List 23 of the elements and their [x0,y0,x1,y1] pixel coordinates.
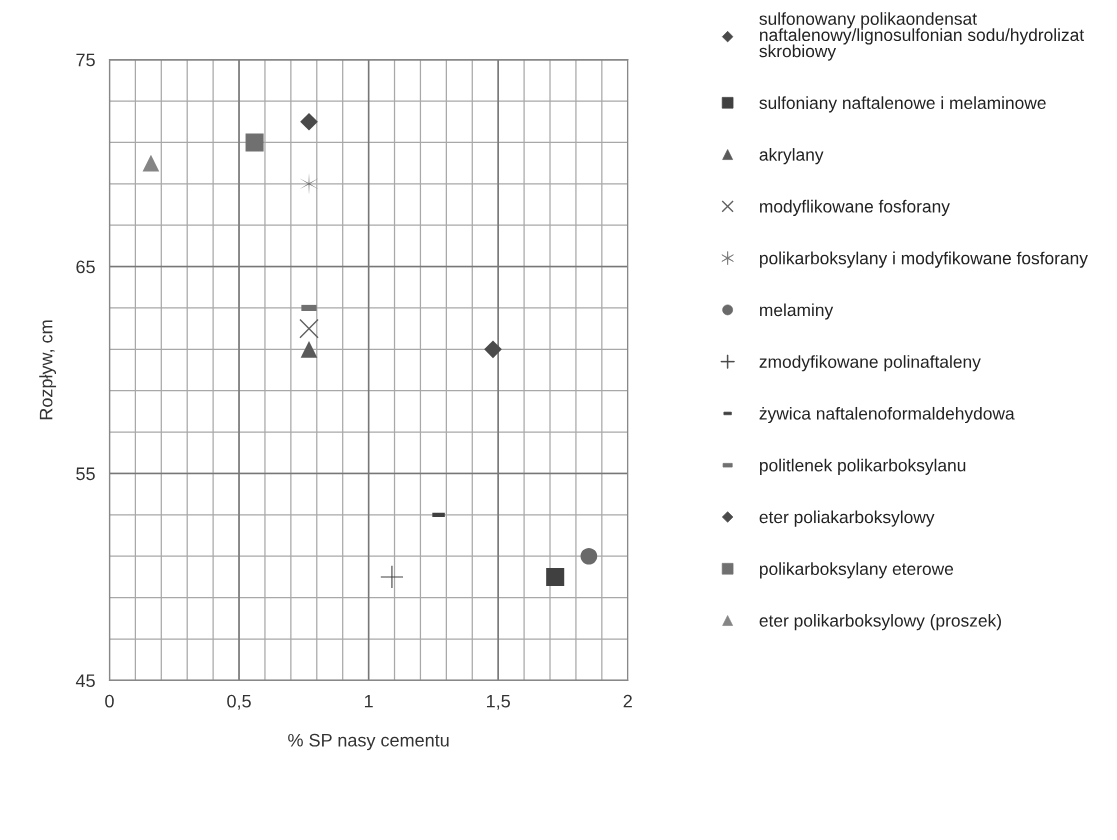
x-tick-label: 0,5 [227,694,251,710]
legend-label: żywica naftalenoformaldehydowa [759,406,1015,424]
y-tick-label: 45 [75,674,95,688]
legend-label: akrylany [759,148,824,165]
x-tick-label: 2 [623,694,632,708]
legend-label: polikarboksylany eterowe [760,562,954,579]
legend-label: melaminy [760,303,834,320]
y-axis-title: Rozpływ, cm [39,320,57,420]
legend-label: sulfoniany naftalenowe i melaminowe [759,96,1046,113]
x-tick-label: 1 [364,694,373,708]
legend-label: zmodyfikowane polinaftaleny [759,355,981,372]
legend-label: polikarboksylany i modyfikowane fosforany [760,251,1088,268]
y-tick-label: 75 [76,53,95,67]
x-axis-title: % SP nasy cementu [288,733,449,751]
y-tick-label: 55 [76,467,95,481]
x-tick-label: 0 [105,694,114,708]
legend-label: sulfonowany polikaondensat naftalenowy/lignosulfonian sodu/hydrolizat skrobiowy [759,12,1085,61]
legend-label: politlenek polikarboksylanu [760,458,966,475]
y-tick-label: 65 [76,260,95,274]
legend-label: modyflikowane fosforany [760,199,950,217]
legend-label: eter polikarboksylowy (proszek) [759,614,1001,631]
x-tick-label: 1,5 [487,694,510,710]
legend-label: eter poliakarboksylowy [759,510,935,527]
